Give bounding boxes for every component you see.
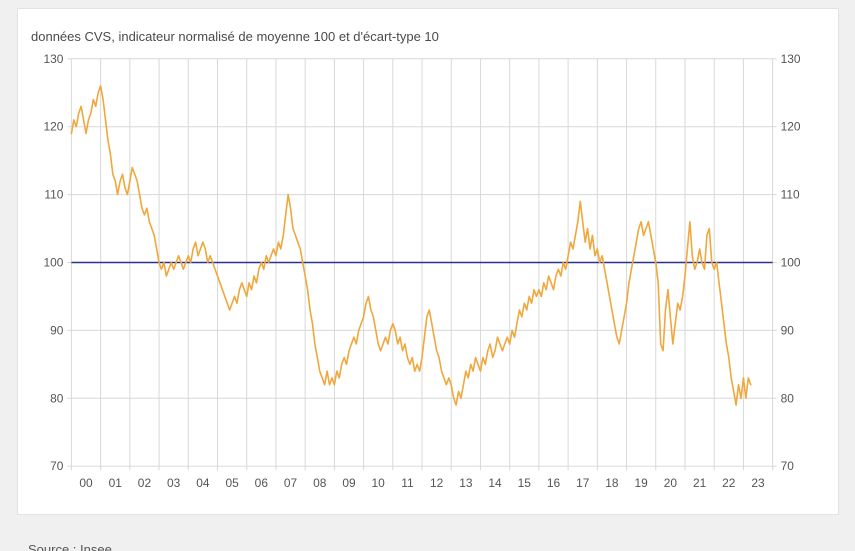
x-axis-label: 00 [79,476,93,490]
y-axis-label-left: 70 [50,459,64,473]
x-axis-label: 22 [722,476,736,490]
x-axis-label: 16 [547,476,561,490]
y-axis-label-left: 120 [44,120,64,134]
x-axis-label: 14 [488,476,502,490]
x-axis-label: 17 [576,476,590,490]
y-axis-label-right: 130 [781,52,801,66]
series-line [70,85,752,406]
x-axis-label: 05 [225,476,239,490]
y-axis-label-right: 80 [781,391,795,405]
x-axis-label: 02 [138,476,152,490]
y-axis-label-left: 80 [50,391,64,405]
x-axis-label: 10 [372,476,386,490]
x-axis-label: 03 [167,476,181,490]
x-axis-label: 15 [518,476,532,490]
x-axis-label: 23 [751,476,765,490]
x-axis-label: 04 [196,476,210,490]
y-axis-label-left: 90 [50,323,64,337]
chart-panel: données CVS, indicateur normalisé de moy… [17,8,839,515]
x-axis-label: 13 [459,476,473,490]
y-axis-label-right: 110 [781,188,800,202]
y-axis-label-left: 110 [44,188,63,202]
y-axis-label-right: 70 [781,459,795,473]
axis-tick-labels: 70 70 80 80 90 90 100 100 110 110 120 120 130 130 00 01… [44,52,801,490]
x-axis-label: 01 [109,476,123,490]
y-axis-label-right: 90 [781,323,795,337]
footer-source-text: Source : Insee [28,542,112,551]
x-axis-label: 18 [605,476,619,490]
y-axis-label-right: 120 [781,120,801,134]
x-axis-label: 07 [284,476,298,490]
x-axis-label: 06 [255,476,269,490]
x-axis-label: 19 [635,476,649,490]
x-axis-label: 11 [401,476,414,490]
x-axis-label: 21 [693,476,707,490]
y-axis-label-left: 130 [44,52,64,66]
x-axis-label: 12 [430,476,444,490]
line-chart: 70 70 80 80 90 90 100 100 110 110 120 120 130 130 00 01… [44,52,801,490]
y-axis-label-left: 100 [44,255,64,269]
grid-lines [67,58,777,471]
x-axis-label: 20 [664,476,678,490]
chart-subtitle: données CVS, indicateur normalisé de moy… [31,29,439,44]
y-axis-label-right: 100 [781,255,801,269]
x-axis-label: 08 [313,476,327,490]
x-axis-label: 09 [342,476,356,490]
